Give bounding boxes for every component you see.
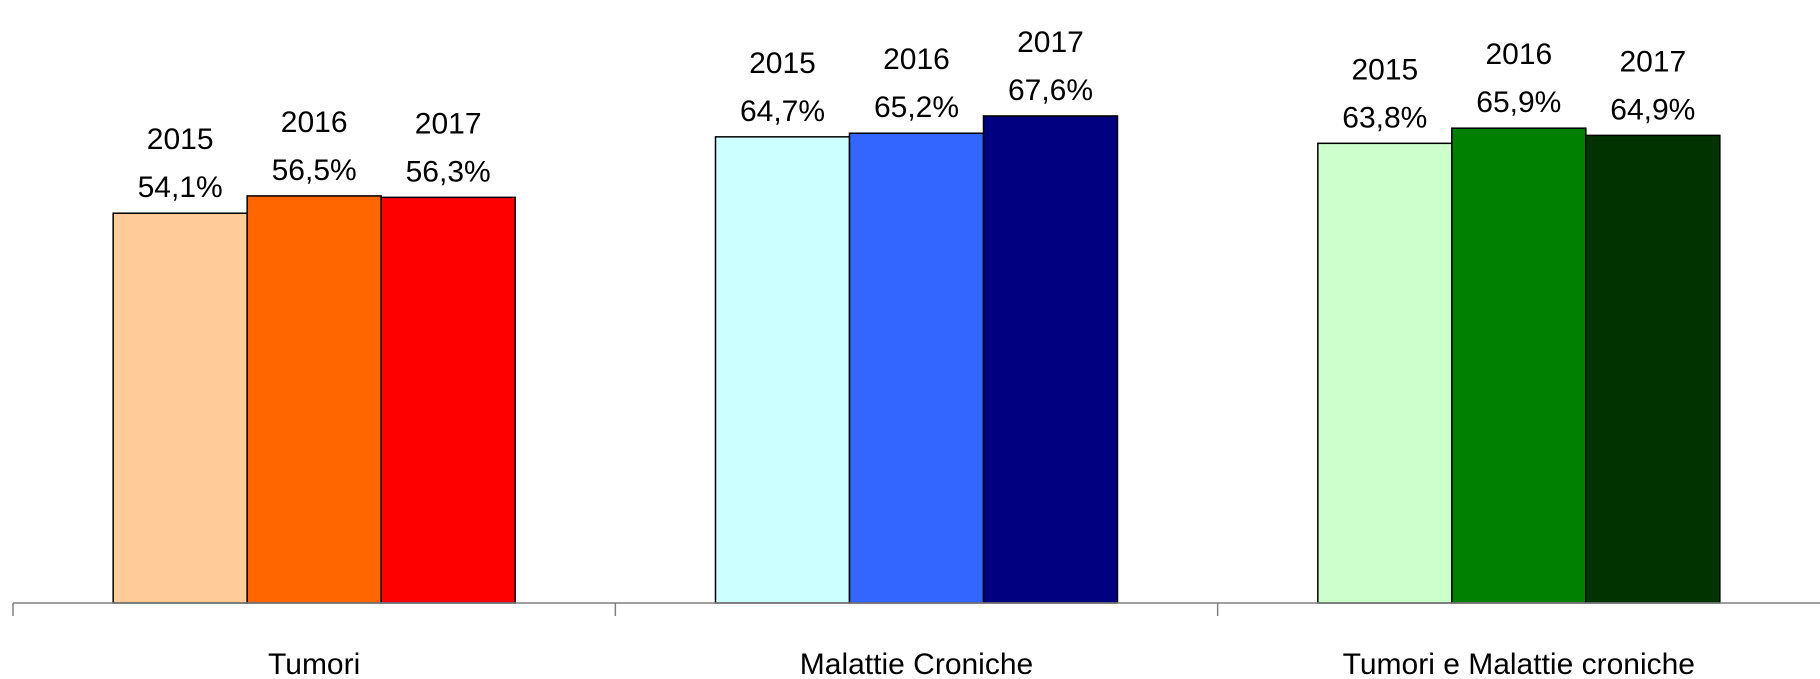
data-label-value-tumori-2015: 54,1% bbox=[138, 171, 223, 204]
bar-tumori-2016 bbox=[246, 195, 382, 604]
bar-malattie-croniche-2015 bbox=[714, 136, 851, 604]
data-label-year-malattie-croniche-2017: 2017 bbox=[1017, 26, 1084, 59]
data-label-year-tumori-e-malattie-croniche-2017: 2017 bbox=[1619, 45, 1686, 78]
data-label-year-tumori-2016: 2016 bbox=[281, 106, 348, 139]
bar-tumori-e-malattie-croniche-2016 bbox=[1451, 127, 1587, 604]
bar-malattie-croniche-2016 bbox=[848, 132, 985, 604]
x-tick-label-tumori-e-malattie-croniche: Tumori e Malattie croniche bbox=[1343, 648, 1695, 679]
data-label-value-tumori-e-malattie-croniche-2016: 65,9% bbox=[1476, 86, 1561, 119]
bar-malattie-croniche-2017 bbox=[982, 115, 1119, 604]
data-label-year-tumori-2015: 2015 bbox=[147, 123, 214, 156]
bar-tumori-e-malattie-croniche-2015 bbox=[1317, 142, 1453, 604]
data-label-value-tumori-2016: 56,5% bbox=[272, 154, 357, 187]
data-label-year-tumori-2017: 2017 bbox=[415, 107, 482, 140]
data-label-year-tumori-e-malattie-croniche-2015: 2015 bbox=[1351, 53, 1418, 86]
data-label-value-tumori-e-malattie-croniche-2015: 63,8% bbox=[1342, 101, 1427, 134]
data-label-value-tumori-2017: 56,3% bbox=[406, 155, 491, 188]
labels-layer: 2015 54,1% 2016 56,5% 2017 56,3% Tumori 2015 64,… bbox=[138, 26, 1696, 679]
data-label-value-tumori-e-malattie-croniche-2017: 64,9% bbox=[1610, 93, 1695, 126]
bar-tumori-2017 bbox=[380, 196, 516, 604]
x-axis bbox=[12, 602, 1820, 616]
x-tick-label-tumori: Tumori bbox=[268, 648, 360, 679]
data-label-value-malattie-croniche-2015: 64,7% bbox=[740, 95, 825, 128]
x-tick-label-malattie-croniche: Malattie Croniche bbox=[800, 648, 1033, 679]
data-label-year-tumori-e-malattie-croniche-2016: 2016 bbox=[1485, 38, 1552, 71]
data-label-year-malattie-croniche-2016: 2016 bbox=[883, 43, 950, 76]
data-label-value-malattie-croniche-2017: 67,6% bbox=[1008, 74, 1093, 107]
data-label-value-malattie-croniche-2016: 65,2% bbox=[874, 91, 959, 124]
bar-tumori-2015 bbox=[112, 212, 248, 604]
data-label-year-malattie-croniche-2015: 2015 bbox=[749, 47, 816, 80]
bar-tumori-e-malattie-croniche-2017 bbox=[1585, 134, 1721, 604]
bars-layer bbox=[112, 115, 1721, 604]
